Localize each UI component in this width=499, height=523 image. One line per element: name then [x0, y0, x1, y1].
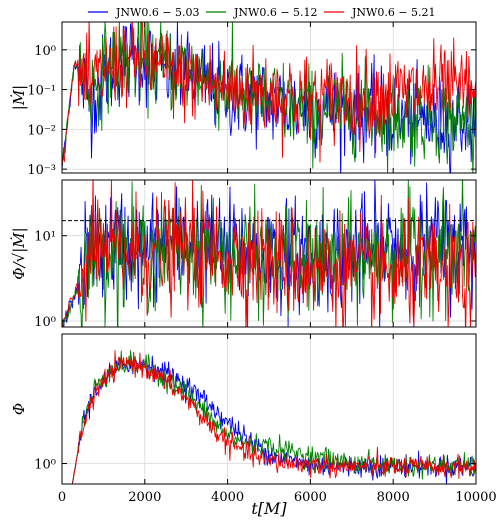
series-group	[71, 350, 476, 484]
x-tick-label: 10000	[455, 490, 496, 505]
y-tick-label: 10¹	[34, 230, 56, 245]
y-tick-label: 10⁻³	[27, 163, 56, 178]
series-line	[62, 22, 476, 168]
y-axis-label: |Ṁ|	[10, 85, 28, 110]
legend-label: JNW0.6 − 5.12	[233, 6, 318, 19]
x-tick-label: 0	[58, 490, 66, 505]
axes-frame	[61, 179, 477, 328]
y-axis-label: Φ	[10, 403, 28, 415]
legend-entry: JNW0.6 − 5.12	[206, 6, 318, 19]
legend-label: JNW0.6 − 5.21	[351, 6, 436, 19]
series-line	[71, 355, 476, 484]
axes-frame	[61, 21, 477, 174]
y-tick-label: 10⁰	[34, 315, 56, 330]
x-tick-label: 4000	[211, 490, 244, 505]
legend-entry: JNW0.6 − 5.21	[324, 6, 436, 19]
legend-entry: JNW0.6 − 5.03	[88, 6, 200, 19]
panels: 10⁻³ 10⁻² 10⁻¹ 10⁰ |Ṁ| 10⁰ 10¹ Φ/√|Ṁ| 10⁰ Φ 0 2000 4…	[10, 21, 497, 518]
panel-middle: 10⁰ 10¹ Φ/√|Ṁ|	[10, 179, 477, 330]
y-tick-label: 10⁰	[34, 458, 56, 473]
series-group	[62, 180, 476, 327]
panel-top: 10⁻³ 10⁻² 10⁻¹ 10⁰ |Ṁ|	[10, 21, 477, 178]
axes-frame	[61, 333, 477, 485]
series-line	[71, 350, 476, 484]
panel-bottom: 10⁰ Φ 0 2000 4000 6000 8000 10000 t[M]	[10, 333, 497, 518]
legend: JNW0.6 − 5.03 JNW0.6 − 5.12 JNW0.6 − 5.21	[88, 6, 436, 19]
x-tick-label: 2000	[128, 490, 161, 505]
y-tick-label: 10⁰	[34, 44, 56, 59]
x-tick-label: 8000	[377, 490, 410, 505]
series-group	[62, 22, 476, 173]
x-axis-label: t[M]	[251, 499, 287, 518]
y-tick-label: 10⁻¹	[27, 84, 56, 99]
y-axis-label: Φ/√|Ṁ|	[10, 227, 28, 279]
series-line	[62, 180, 476, 327]
series-line	[62, 180, 476, 327]
y-tick-label: 10⁻²	[27, 123, 56, 138]
x-tick-label: 6000	[294, 490, 327, 505]
legend-label: JNW0.6 − 5.03	[115, 6, 200, 19]
